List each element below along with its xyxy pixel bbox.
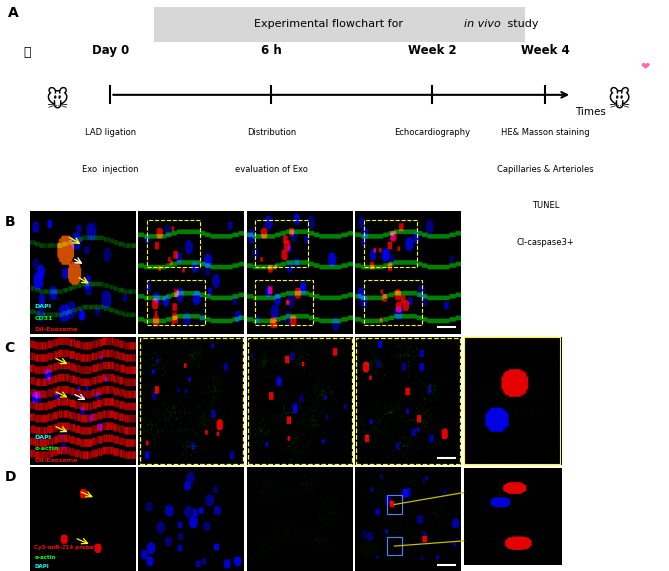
Text: α-actin: α-actin — [34, 554, 56, 560]
Bar — [140, 338, 243, 464]
Text: Dil-Exosome: Dil-Exosome — [34, 458, 78, 463]
Text: Day 0: Day 0 — [92, 45, 129, 57]
Text: α-actin: α-actin — [34, 446, 59, 451]
Text: Times: Times — [575, 107, 606, 117]
Text: Dil-Exosome: Dil-Exosome — [34, 327, 78, 332]
Text: ❤: ❤ — [641, 62, 650, 72]
Bar — [387, 495, 402, 514]
Text: Week 4: Week 4 — [521, 45, 569, 57]
Text: CD31: CD31 — [34, 316, 53, 320]
Text: Exo  injection: Exo injection — [82, 164, 138, 174]
Bar — [256, 220, 308, 267]
Text: study: study — [504, 19, 539, 29]
Text: DAPI: DAPI — [34, 564, 49, 569]
Bar — [357, 338, 460, 464]
Bar — [364, 280, 422, 325]
Bar — [387, 537, 402, 556]
Bar — [256, 280, 314, 325]
Text: 💉: 💉 — [23, 46, 31, 59]
FancyBboxPatch shape — [154, 7, 525, 42]
Text: D: D — [5, 470, 16, 484]
Text: Experimental flowchart for: Experimental flowchart for — [254, 19, 407, 29]
Text: evaluation of Exo: evaluation of Exo — [235, 164, 308, 174]
Bar — [248, 338, 351, 464]
Text: C: C — [5, 341, 15, 355]
Bar — [147, 220, 200, 267]
Bar — [464, 337, 561, 465]
Text: DAPI: DAPI — [34, 304, 52, 309]
Text: B: B — [5, 215, 15, 229]
Text: 🐭: 🐭 — [45, 89, 68, 111]
Text: LAD ligation: LAD ligation — [85, 128, 136, 137]
Text: in vivo: in vivo — [464, 19, 500, 29]
Bar — [364, 220, 417, 267]
Text: 6 h: 6 h — [261, 45, 282, 57]
Bar — [147, 280, 205, 325]
Text: 🐭: 🐭 — [607, 89, 630, 111]
Text: TUNEL: TUNEL — [532, 201, 559, 210]
Text: A: A — [8, 6, 19, 20]
Text: Cl-caspase3+: Cl-caspase3+ — [516, 238, 574, 247]
Text: HE& Masson staining: HE& Masson staining — [501, 128, 589, 137]
Text: Cy3-miR-214 probe: Cy3-miR-214 probe — [34, 545, 94, 550]
Text: Echocardiography: Echocardiography — [394, 128, 470, 137]
Text: Capillaries & Arterioles: Capillaries & Arterioles — [497, 164, 593, 174]
Text: Distribution: Distribution — [247, 128, 296, 137]
Text: DAPI: DAPI — [34, 435, 52, 440]
Text: Week 2: Week 2 — [408, 45, 456, 57]
